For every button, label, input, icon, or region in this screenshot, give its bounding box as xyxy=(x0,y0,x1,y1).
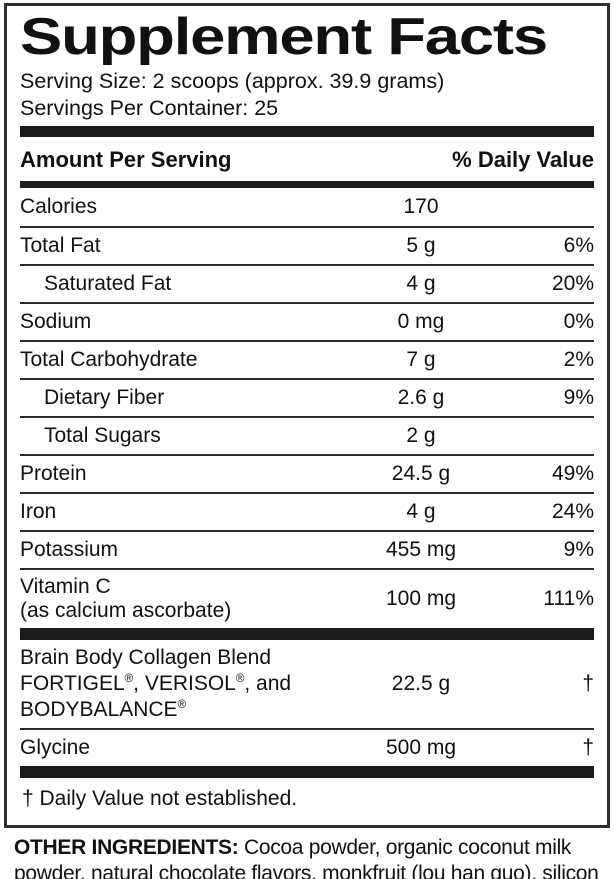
nutrient-name: Calories xyxy=(20,195,98,218)
nutrient-name: Potassium xyxy=(20,538,119,561)
blend-daily-value: † xyxy=(582,672,594,695)
other-ingredients-text: Cocoa powder, organic coconut milk powde… xyxy=(14,836,599,879)
nutrient-name: Protein xyxy=(20,462,87,485)
nutrient-row: Total Carbohydrate 7 g 2% xyxy=(20,340,594,378)
nutrient-daily-value: 24% xyxy=(551,500,594,523)
nutrient-amount: 100 mg xyxy=(385,587,457,610)
blend-amount: 22.5 g xyxy=(391,672,451,695)
nutrient-name: Vitamin C (as calcium ascorbate) xyxy=(20,575,232,622)
nutrient-daily-value: 20% xyxy=(551,272,594,295)
nutrient-name: Total Carbohydrate xyxy=(20,348,198,371)
nutrient-row: Saturated Fat 4 g 20% xyxy=(20,264,594,302)
supplement-facts-panel: Supplement Facts Serving Size: 2 scoops … xyxy=(4,3,610,828)
thick-divider-blend xyxy=(20,628,594,640)
nutrient-amount: 24.5 g xyxy=(391,462,451,485)
nutrient-name: Sodium xyxy=(20,310,92,333)
blend-rows: Brain Body Collagen Blend FORTIGEL®, VERI… xyxy=(20,640,594,766)
nutrient-row: Total Sugars 2 g xyxy=(20,416,594,454)
daily-value-header: % Daily Value xyxy=(452,147,594,172)
blend-name: Glycine xyxy=(20,736,91,759)
nutrient-daily-value: 9% xyxy=(563,538,594,561)
nutrient-daily-value: 6% xyxy=(563,234,594,257)
nutrient-amount: 170 xyxy=(403,195,439,218)
nutrient-amount: 7 g xyxy=(406,348,436,371)
nutrient-name: Dietary Fiber xyxy=(44,386,165,409)
other-ingredients: OTHER INGREDIENTS: Cocoa powder, organic… xyxy=(14,835,608,879)
blend-daily-value: † xyxy=(582,736,594,759)
nutrient-amount: 455 mg xyxy=(385,538,457,561)
blend-row: Glycine 500 mg † xyxy=(20,728,594,766)
nutrient-row: Protein 24.5 g 49% xyxy=(20,454,594,492)
nutrient-daily-value: 49% xyxy=(551,462,594,485)
other-ingredients-label: OTHER INGREDIENTS: xyxy=(14,836,239,859)
nutrient-amount: 0 mg xyxy=(397,310,445,333)
serving-size: Serving Size: 2 scoops (approx. 39.9 gra… xyxy=(20,69,445,93)
nutrient-row: Sodium 0 mg 0% xyxy=(20,302,594,340)
servings-per-container: Servings Per Container: 25 xyxy=(20,96,279,120)
blend-name: Brain Body Collagen Blend FORTIGEL®, VERI… xyxy=(20,646,292,721)
nutrient-name: Total Fat xyxy=(20,234,101,257)
nutrient-daily-value: 2% xyxy=(563,348,594,371)
nutrient-row: Dietary Fiber 2.6 g 9% xyxy=(20,378,594,416)
nutrient-rows: Calories 170 Total Fat 5 g 6% Saturated … xyxy=(20,188,594,628)
nutrient-amount: 4 g xyxy=(406,272,436,295)
nutrient-daily-value: 0% xyxy=(563,310,594,333)
nutrient-row: Iron 4 g 24% xyxy=(20,492,594,530)
nutrient-amount: 4 g xyxy=(406,500,436,523)
nutrient-amount: 2 g xyxy=(406,424,436,447)
thick-divider-top xyxy=(20,126,594,137)
nutrient-amount: 5 g xyxy=(406,234,436,257)
nutrient-row: Total Fat 5 g 6% xyxy=(20,226,594,264)
panel-title: Supplement Facts xyxy=(20,8,548,66)
nutrient-daily-value: 111% xyxy=(543,587,594,610)
nutrient-name: Iron xyxy=(20,500,57,523)
column-header-row: Amount Per Serving % Daily Value xyxy=(20,137,594,181)
nutrient-row: Potassium 455 mg 9% xyxy=(20,530,594,568)
thick-divider-bottom xyxy=(20,766,594,778)
nutrient-name: Saturated Fat xyxy=(44,272,172,295)
blend-amount: 500 mg xyxy=(385,736,457,759)
nutrient-daily-value: 9% xyxy=(563,386,594,409)
medium-divider xyxy=(20,181,594,188)
nutrient-name: Total Sugars xyxy=(44,424,161,447)
nutrient-amount: 2.6 g xyxy=(397,386,445,409)
blend-row: Brain Body Collagen Blend FORTIGEL®, VERI… xyxy=(20,640,594,728)
nutrient-row: Calories 170 xyxy=(20,188,594,226)
amount-per-serving-header: Amount Per Serving xyxy=(20,147,232,172)
daily-value-footnote: † Daily Value not established. xyxy=(22,787,298,810)
nutrient-row: Vitamin C (as calcium ascorbate) 100 mg 1… xyxy=(20,568,594,628)
